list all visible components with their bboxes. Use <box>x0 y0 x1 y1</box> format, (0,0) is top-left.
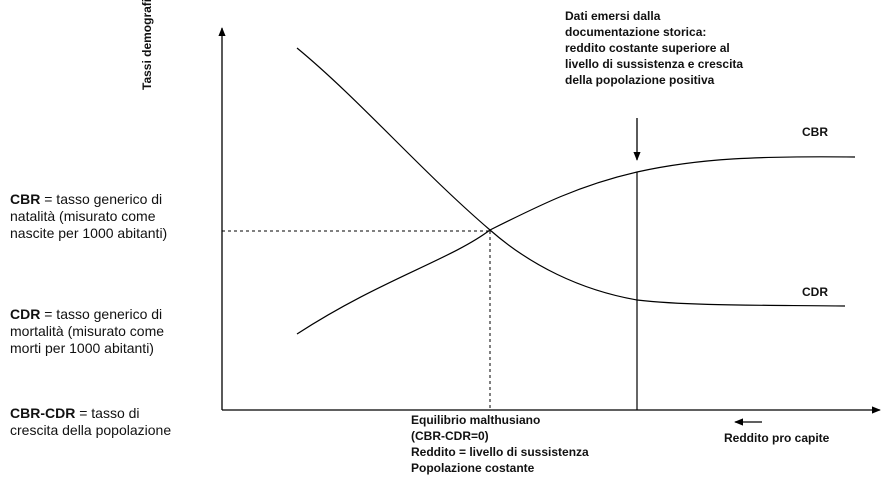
historical-annotation-line: Dati emersi dalla <box>565 9 661 23</box>
legend-growth-definition: CBR-CDR = tasso di crescita della popola… <box>10 405 180 439</box>
legend-growth-text: = tasso di crescita della popolazione <box>10 405 172 438</box>
legend-cbr-text: = tasso generico di natalità (misurato c… <box>10 191 168 241</box>
equilibrium-annotation-line: Equilibrio malthusiano <box>411 413 541 427</box>
legend-cdr-definition: CDR = tasso generico di mortalità (misur… <box>10 306 180 357</box>
historical-annotation-line: livello di sussistenza e crescita <box>565 57 744 71</box>
legend-growth-term: CBR-CDR <box>10 405 76 421</box>
legend-cbr-definition: CBR = tasso generico di natalità (misura… <box>10 191 180 242</box>
equilibrium-annotation-line: Reddito = livello di sussistenza <box>411 445 589 459</box>
historical-annotation-line: documentazione storica: <box>565 25 707 39</box>
equilibrium-annotation-line: (CBR-CDR=0) <box>411 429 489 443</box>
legend-cbr-term: CBR <box>10 191 41 207</box>
legend-cdr-term: CDR <box>10 306 41 322</box>
historical-annotation-line: della popolazione positiva <box>565 73 715 87</box>
historical-annotation-line: reddito costante superiore al <box>565 41 730 55</box>
cdr-curve <box>296 47 846 307</box>
cbr-curve <box>296 156 856 335</box>
equilibrium-annotation-line: Popolazione costante <box>411 461 535 475</box>
x-axis-label: Reddito pro capite <box>724 431 830 445</box>
equilibrium-annotation: Equilibrio malthusiano (CBR-CDR=0) Reddi… <box>411 412 589 476</box>
cbr-curve-label: CBR <box>802 125 828 139</box>
cdr-curve-label: CDR <box>802 285 828 299</box>
historical-annotation: Dati emersi dalla documentazione storica… <box>565 8 743 88</box>
y-axis-label: Tassi demografici <box>140 0 154 90</box>
legend-cdr-text: = tasso generico di mortalità (misurato … <box>10 306 165 356</box>
